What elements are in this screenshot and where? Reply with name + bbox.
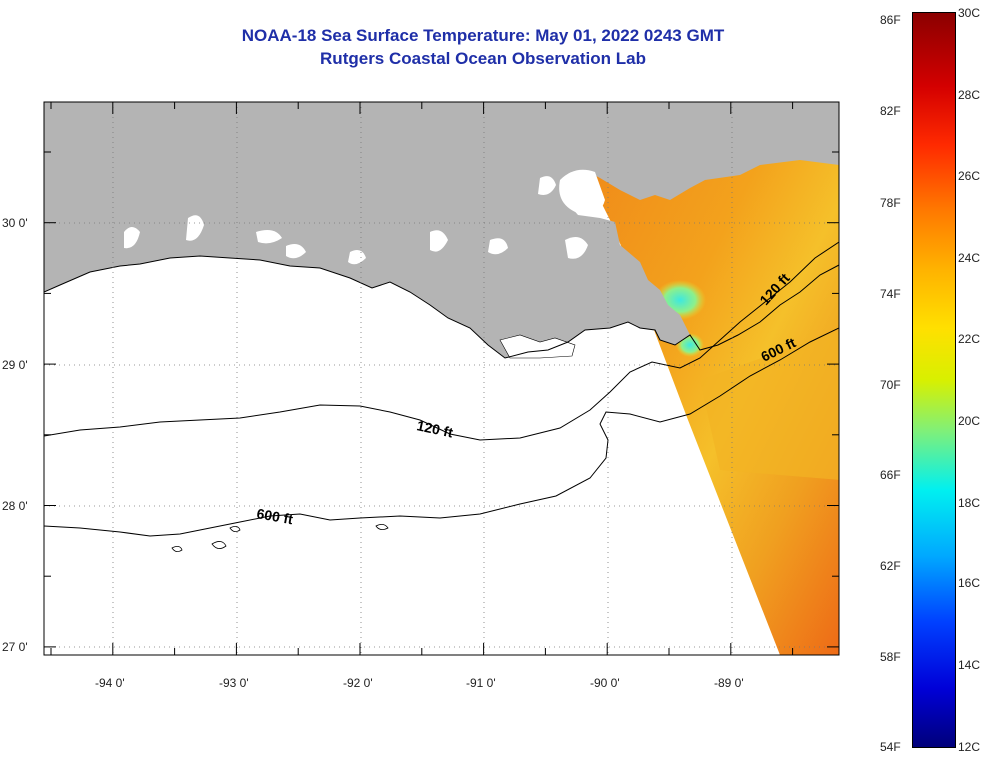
colorbar-f-label: 82F — [880, 104, 901, 118]
lake — [538, 176, 556, 195]
colorbar-f-label: 86F — [880, 13, 901, 27]
colorbar-c-label: 28C — [958, 88, 981, 102]
lake — [124, 227, 140, 249]
marsh-islands — [499, 334, 576, 359]
lake — [348, 250, 366, 265]
lat-label: 29 0' — [2, 358, 28, 372]
colorbar-f-label: 66F — [880, 468, 901, 482]
axis-ticks — [44, 102, 839, 655]
map-frame — [43, 101, 840, 656]
lake — [565, 236, 588, 259]
lon-label: -90 0' — [590, 676, 620, 690]
colorbar-c-label: 24C — [958, 251, 981, 265]
land-mass — [44, 102, 839, 358]
contour-label-600ft-far: 600 ft — [255, 505, 294, 527]
lake — [186, 215, 204, 241]
colorbar-c-label: 14C — [958, 658, 981, 672]
chart-title: NOAA-18 Sea Surface Temperature: May 01,… — [241, 26, 725, 45]
temperature-colorbar — [912, 12, 956, 748]
colorbar-f-label: 54F — [880, 740, 901, 754]
colorbar-c-label: 12C — [958, 740, 981, 754]
lon-label: -94 0' — [95, 676, 125, 690]
colorbar-c-label: 22C — [958, 332, 981, 346]
lake — [488, 238, 508, 255]
sst-swath-warm-band — [700, 330, 839, 480]
isobath-120ft — [44, 241, 839, 441]
lake — [286, 244, 306, 259]
colorbar-f-label: 62F — [880, 559, 901, 573]
colorbar-f-label: 78F — [880, 196, 901, 210]
colorbar-f-label: 58F — [880, 650, 901, 664]
colorbar-c-label: 16C — [958, 576, 981, 590]
lon-label: -89 0' — [714, 676, 744, 690]
chart-subtitle: Rutgers Coastal Ocean Observation Lab — [320, 49, 646, 68]
lon-label: -91 0' — [466, 676, 496, 690]
contour-label-120ft-far: 120 ft — [415, 417, 454, 440]
colorbar-c-label: 20C — [958, 414, 981, 428]
isobath-600ft-islands — [171, 524, 389, 552]
lon-label: -92 0' — [343, 676, 373, 690]
lake — [430, 230, 448, 252]
isobath-600ft — [44, 327, 839, 537]
colorbar-c-label: 26C — [958, 169, 981, 183]
lake — [559, 169, 605, 215]
colorbar-c-label: 18C — [958, 496, 981, 510]
lake — [256, 230, 282, 244]
lon-label: -93 0' — [219, 676, 249, 690]
lat-label: 28 0' — [2, 499, 28, 513]
lat-label: 27 0' — [2, 640, 28, 654]
lat-label: 30 0' — [2, 216, 28, 230]
colorbar-f-label: 70F — [880, 378, 901, 392]
colorbar-c-label: 30C — [958, 6, 981, 20]
colorbar-f-label: 74F — [880, 287, 901, 301]
graticule — [44, 102, 839, 655]
